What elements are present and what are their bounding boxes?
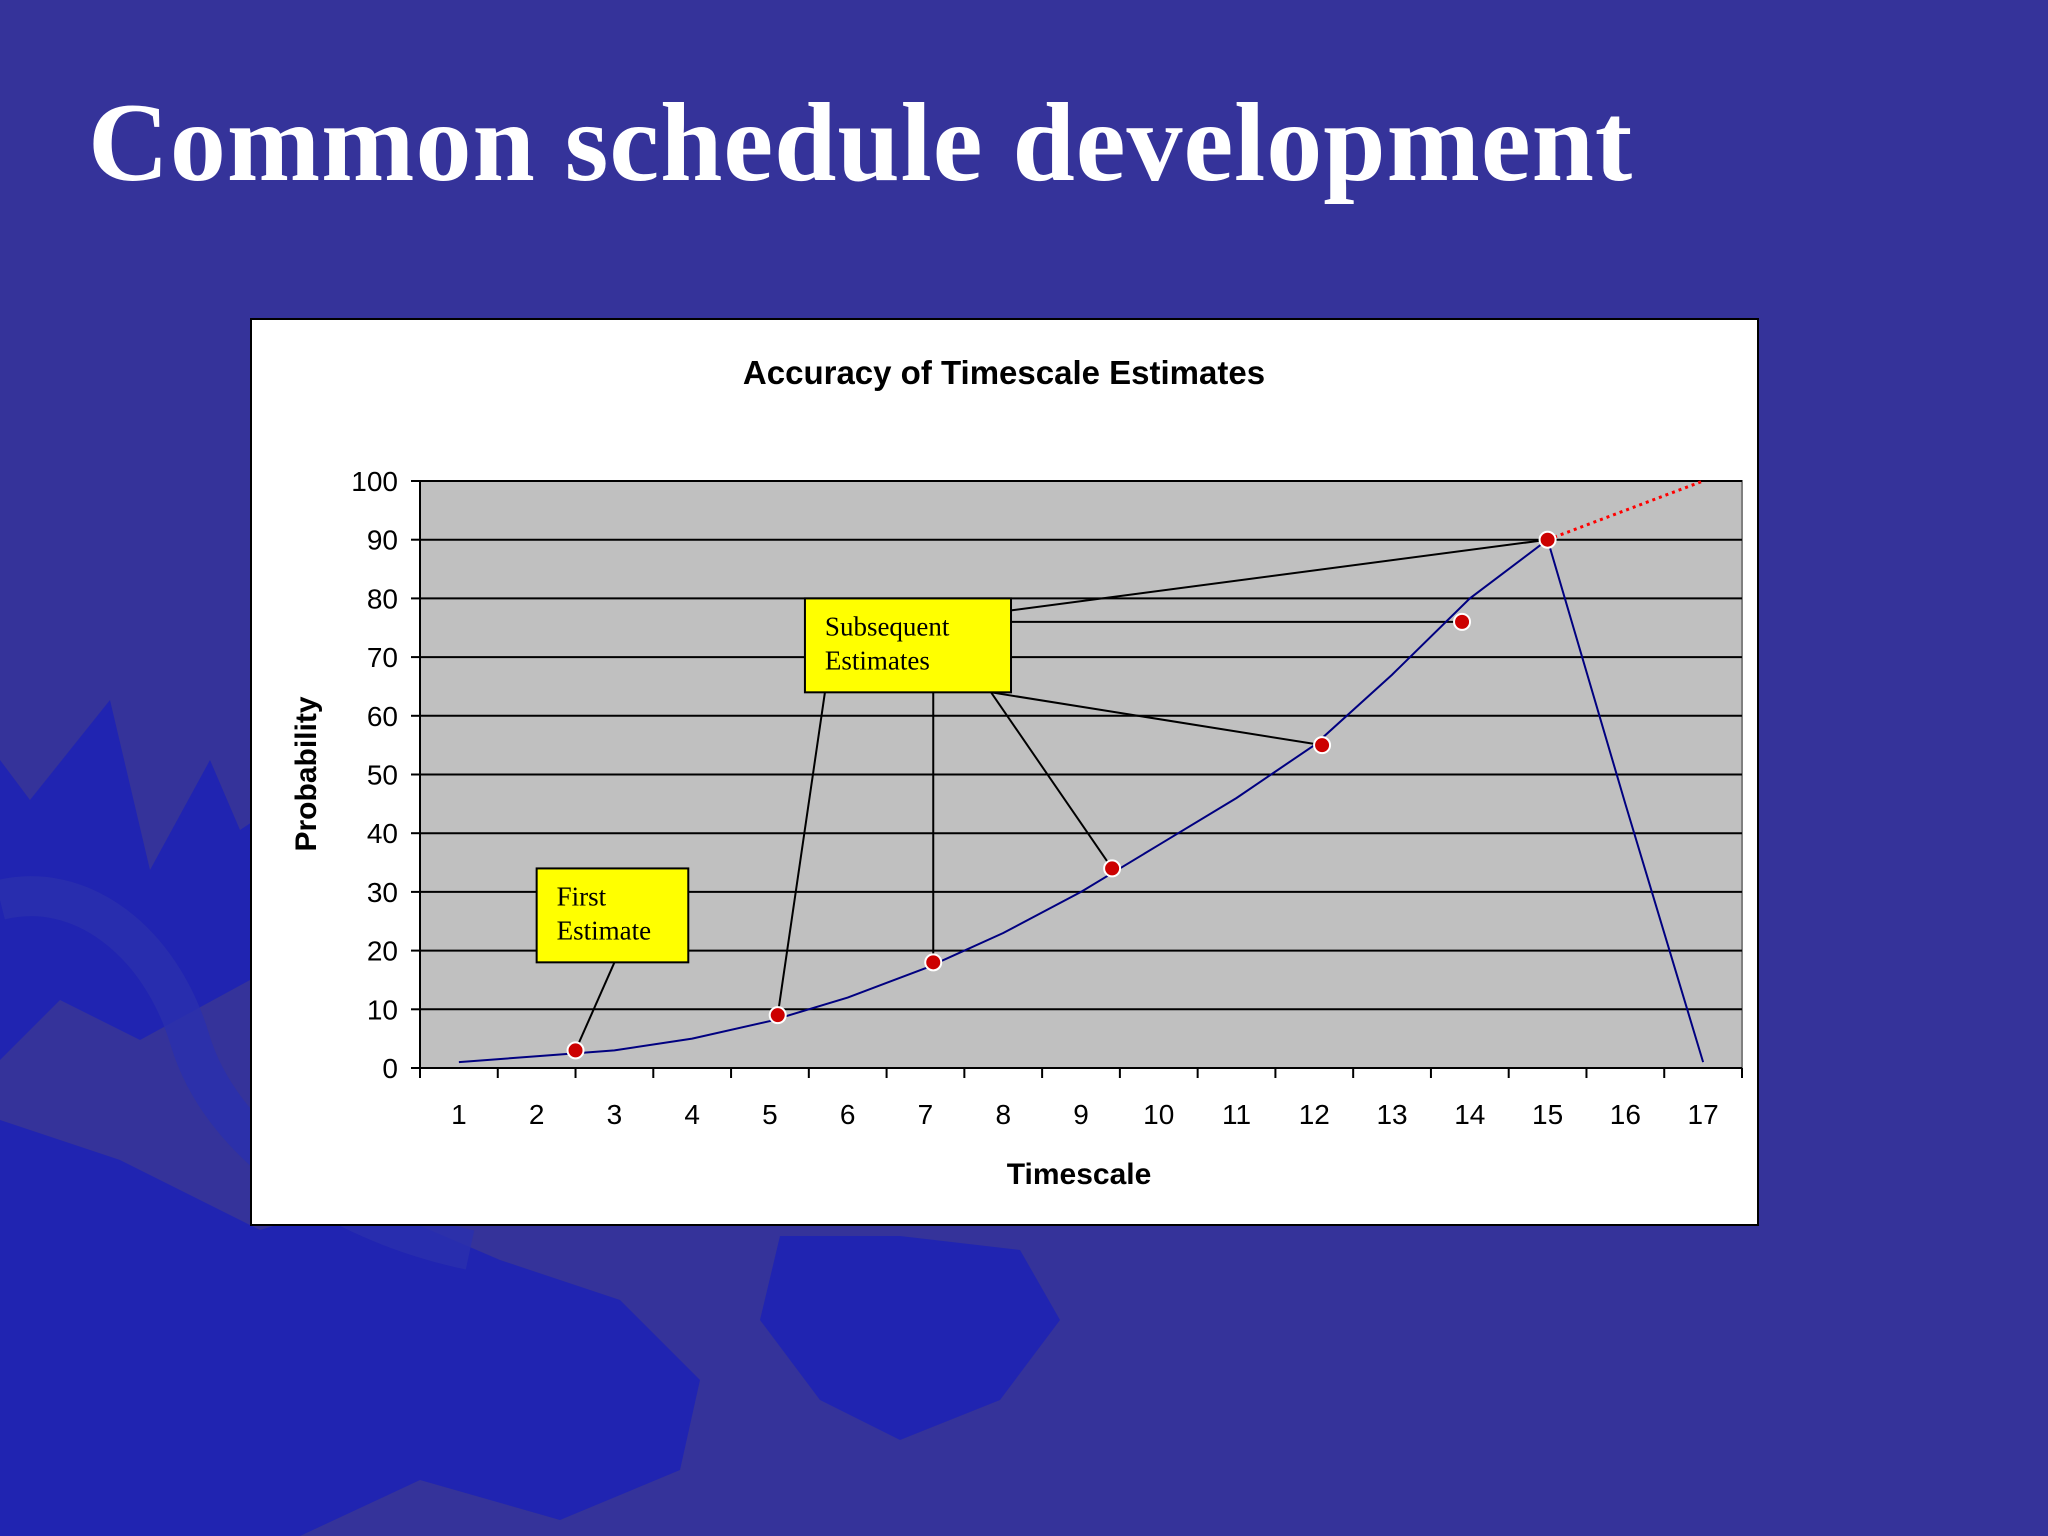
- estimate-point-2: [924, 953, 943, 972]
- callout-text-1-0: Subsequent: [825, 611, 950, 641]
- callout-text-0-1: Estimate: [557, 915, 651, 945]
- callout-lines: [574, 538, 1548, 1051]
- y-axis-title: Probability: [290, 696, 323, 851]
- callout-line-1-1: [776, 692, 826, 1016]
- y-tick-label-1: 10: [367, 994, 398, 1025]
- callout-text-0-0: First: [557, 881, 607, 911]
- x-tick-label-3: 3: [607, 1099, 623, 1130]
- callouts: First Estimate Subsequent Estimates: [535, 597, 1013, 964]
- decoration-shape-lower-left: [0, 1120, 700, 1536]
- callout-box-0: [535, 867, 690, 964]
- estimate-point-1: [768, 1006, 787, 1025]
- x-tick-label-7: 7: [918, 1099, 934, 1130]
- series: [458, 479, 1705, 1064]
- x-tick-label-12: 12: [1299, 1099, 1330, 1130]
- series-line-0: [458, 538, 1705, 1064]
- y-tick-label-4: 40: [367, 818, 398, 849]
- x-tick-label-4: 4: [684, 1099, 700, 1130]
- chart: Accuracy of Timescale Estimates 0 10 20 30 4…: [290, 354, 1743, 1191]
- y-tick-label-3: 30: [367, 877, 398, 908]
- callout-box-1: [803, 597, 1013, 694]
- estimate-point-4: [1313, 736, 1332, 755]
- slide-title: Common schedule development: [88, 81, 1634, 205]
- decoration-shape-left: [0, 700, 300, 1060]
- x-tick-label-2: 2: [529, 1099, 545, 1130]
- x-axis-title: Timescale: [1007, 1158, 1152, 1191]
- x-tick-label-9: 9: [1073, 1099, 1089, 1130]
- y-tick-label-5: 50: [367, 760, 398, 791]
- y-tick-label-0: 0: [382, 1053, 398, 1084]
- x-tick-label-16: 16: [1610, 1099, 1641, 1130]
- y-tick-label-2: 20: [367, 936, 398, 967]
- estimate-points: [566, 530, 1557, 1060]
- y-tick-label-6: 60: [367, 701, 398, 732]
- x-tick-label-5: 5: [762, 1099, 778, 1130]
- gridlines: [420, 480, 1742, 1011]
- estimate-point-3: [1103, 859, 1122, 878]
- decoration-shape-center: [760, 1236, 1060, 1440]
- callout-line-1-6: [1010, 538, 1548, 612]
- estimate-point-0: [566, 1041, 585, 1060]
- y-tick-label-7: 70: [367, 642, 398, 673]
- y-tick-label-10: 100: [351, 466, 398, 497]
- callout-line-1-4: [990, 691, 1323, 747]
- estimate-point-6: [1538, 530, 1557, 549]
- y-tick-label-8: 80: [367, 583, 398, 614]
- x-tick-label-15: 15: [1532, 1099, 1563, 1130]
- chart-title: Accuracy of Timescale Estimates: [743, 354, 1265, 391]
- x-tick-label-11: 11: [1222, 1099, 1251, 1130]
- callout-line-0-0: [574, 961, 616, 1051]
- callout-line-1-3: [990, 691, 1113, 869]
- x-tick-label-10: 10: [1143, 1099, 1174, 1130]
- x-tick-label-1: 1: [451, 1099, 467, 1130]
- chart-container: Accuracy of Timescale Estimates 0 10 20 30 4…: [250, 318, 1759, 1226]
- x-tick-label-6: 6: [840, 1099, 856, 1130]
- estimate-point-5: [1453, 612, 1472, 631]
- x-tick-label-14: 14: [1454, 1099, 1485, 1130]
- y-tick-label-9: 90: [367, 525, 398, 556]
- callout-text-1-1: Estimates: [825, 645, 930, 675]
- x-tick-label-13: 13: [1376, 1099, 1407, 1130]
- x-tick-label-17: 17: [1688, 1099, 1719, 1130]
- x-tick-label-8: 8: [995, 1099, 1011, 1130]
